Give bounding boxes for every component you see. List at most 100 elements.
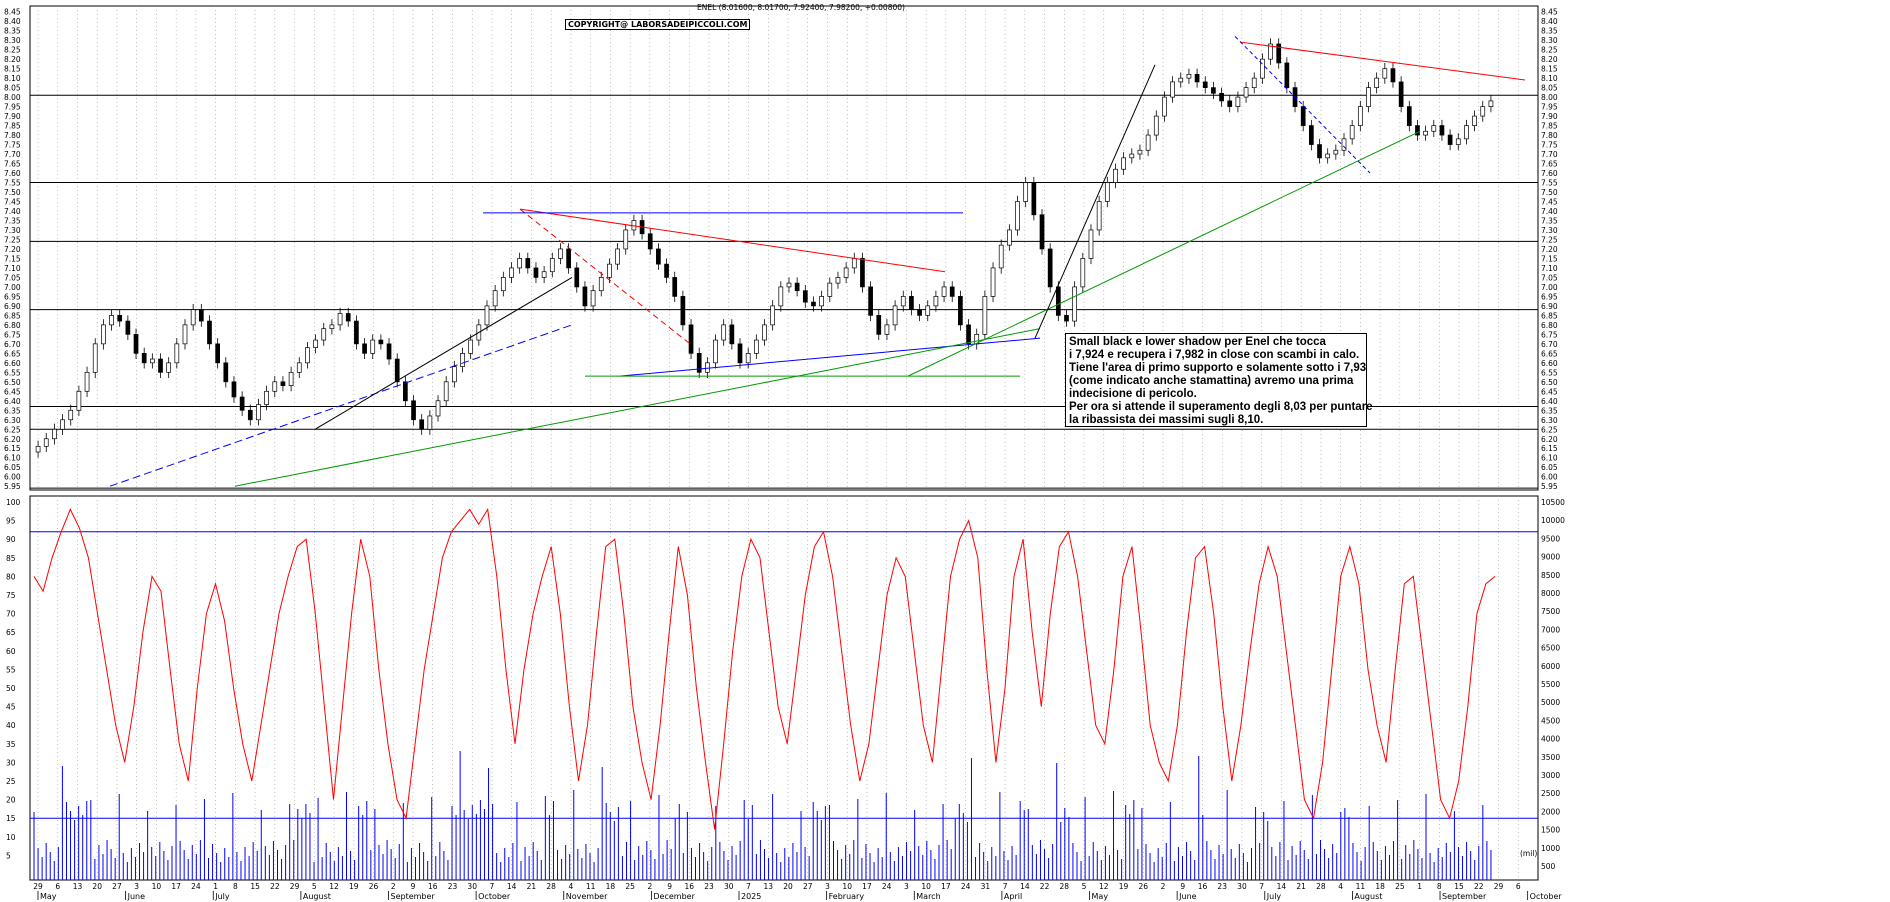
copyright-watermark: COPYRIGHT@ LABORSADEIPICCOLI.COM	[565, 19, 751, 30]
osc-tick-left: 90	[6, 535, 16, 544]
candle-body	[745, 352, 751, 364]
x-day-label: 18	[606, 882, 616, 891]
candle-body	[1341, 138, 1347, 151]
candle-body	[509, 267, 514, 278]
candle-body	[1455, 138, 1461, 145]
candle-body	[419, 419, 425, 430]
y-tick-left: 7.00	[4, 283, 21, 292]
osc-tick-left: 15	[6, 814, 16, 823]
x-month-label: October	[1530, 892, 1563, 901]
annotation-line: Tiene l'area di primo supporto e solamen…	[1069, 362, 1367, 374]
candle-body	[909, 296, 914, 311]
x-month-label: March	[916, 892, 940, 901]
y-tick-left: 6.20	[4, 435, 21, 444]
candle-body	[223, 362, 229, 383]
candle-body	[1080, 258, 1086, 288]
candle-body	[884, 324, 890, 335]
trend-line	[619, 337, 1041, 377]
y-tick-right: 7.15	[1541, 254, 1558, 263]
x-day-label: 15	[250, 882, 260, 891]
x-day-label: 12	[329, 882, 339, 891]
candle-body	[468, 339, 474, 354]
y-tick-right: 6.50	[1541, 378, 1558, 387]
candle-body	[435, 400, 441, 417]
annotation-line: Small black e lower shadow per Enel che …	[1069, 336, 1326, 348]
volume-tick-right: 4000	[1541, 735, 1560, 744]
candle-body	[43, 438, 49, 447]
candle-body	[958, 296, 963, 326]
candle-body	[607, 263, 612, 278]
x-day-label: 19	[349, 882, 359, 891]
candle-body	[590, 290, 596, 307]
candle-body	[892, 305, 898, 326]
x-day-label: 23	[448, 882, 458, 891]
x-day-label: 7	[1259, 882, 1264, 891]
x-day-label: 2	[391, 882, 396, 891]
candle-body	[60, 419, 65, 430]
candle-body	[990, 267, 996, 297]
y-tick-left: 6.60	[4, 359, 21, 368]
x-day-label: 1	[213, 882, 218, 891]
osc-tick-left: 100	[6, 498, 21, 507]
y-tick-right: 7.90	[1541, 112, 1558, 121]
candle-body	[1104, 182, 1110, 202]
candle-body	[1072, 286, 1078, 322]
x-day-label: 22	[1040, 882, 1050, 891]
volume-tick-right: 9000	[1541, 553, 1560, 562]
x-month-label: May	[1092, 892, 1109, 901]
y-tick-right: 8.15	[1541, 65, 1558, 74]
osc-tick-left: 75	[6, 591, 16, 600]
candle-body	[109, 315, 114, 326]
y-tick-left: 7.75	[4, 141, 21, 150]
y-tick-left: 6.80	[4, 321, 21, 330]
x-day-label: 14	[1277, 882, 1287, 891]
candle-body	[1447, 134, 1453, 145]
candle-body	[378, 339, 384, 345]
candle-body	[1015, 201, 1020, 231]
candle-body	[1129, 153, 1135, 159]
y-tick-right: 7.00	[1541, 283, 1558, 292]
y-tick-right: 6.15	[1541, 444, 1558, 453]
candle-body	[1415, 125, 1420, 136]
volume-tick-right: 8500	[1541, 571, 1560, 580]
candle-body	[1170, 81, 1175, 98]
candle-body	[125, 320, 131, 335]
x-day-label: 5	[312, 882, 317, 891]
osc-tick-left: 80	[6, 572, 16, 581]
osc-tick-left: 30	[6, 758, 16, 767]
y-tick-right: 6.55	[1541, 368, 1558, 377]
y-tick-right: 8.45	[1541, 8, 1558, 17]
osc-tick-left: 5	[6, 851, 11, 860]
candle-body	[296, 362, 302, 373]
y-tick-left: 6.75	[4, 330, 21, 339]
candle-body	[460, 352, 465, 367]
y-tick-left: 7.80	[4, 131, 21, 140]
annotation-line: Per ora si attende il superamento degli …	[1069, 401, 1373, 413]
candle-body	[133, 334, 139, 354]
y-tick-left: 7.40	[4, 207, 21, 216]
candle-body	[949, 286, 955, 297]
x-day-label: 21	[1296, 882, 1306, 891]
volume-tick-right: 8000	[1541, 589, 1560, 598]
x-day-label: 18	[1375, 882, 1385, 891]
oscillator-line	[33, 507, 1496, 830]
x-day-label: 10	[921, 882, 931, 891]
volume-tick-right: 10500	[1541, 498, 1565, 507]
osc-tick-left: 55	[6, 665, 16, 674]
candle-body	[1145, 134, 1151, 151]
candle-body	[549, 258, 555, 273]
candle-body	[1064, 315, 1069, 322]
osc-tick-left: 25	[6, 777, 16, 786]
x-day-label: 3	[825, 882, 830, 891]
candle-body	[215, 343, 220, 364]
y-tick-right: 7.40	[1541, 207, 1558, 216]
candle-body	[802, 290, 808, 303]
candle-body	[688, 324, 694, 354]
candle-body	[1088, 229, 1094, 259]
x-day-label: 20	[783, 882, 793, 891]
y-tick-left: 6.95	[4, 292, 21, 301]
candle-body	[321, 328, 327, 341]
price-panel: 5.95 5.956.00 6.006.05 6.056.10 6.106.15 6.15…	[4, 5, 1558, 491]
x-day-label: 24	[191, 882, 201, 891]
candle-body	[1023, 182, 1029, 202]
